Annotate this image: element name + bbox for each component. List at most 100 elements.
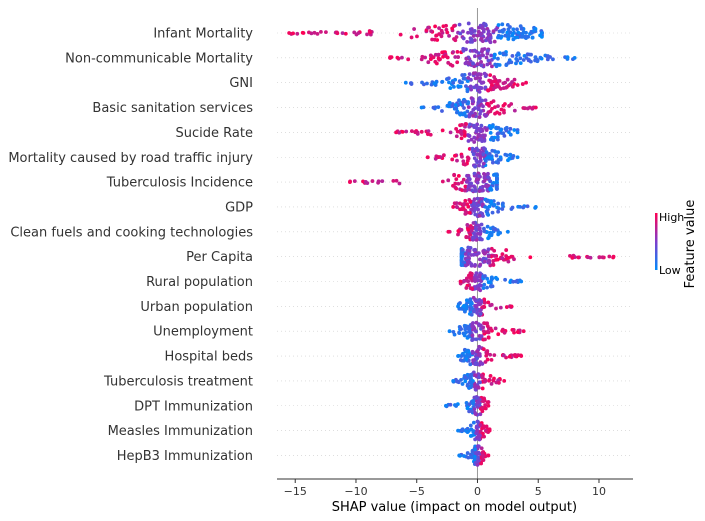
shap-dot (503, 277, 507, 282)
feature-label: Per Capita (186, 250, 253, 265)
shap-dot (493, 105, 497, 109)
shap-dot (507, 354, 512, 359)
shap-dot (319, 30, 323, 34)
shap-dot (415, 34, 419, 39)
shap-dot (488, 39, 492, 44)
feature-labels: Infant Mortality Non-communicable Mortali… (8, 27, 253, 464)
shap-dot (499, 107, 504, 112)
x-tick-label: 0 (474, 485, 481, 498)
shap-dot (489, 381, 494, 386)
shap-dot (490, 64, 494, 69)
shap-dot (488, 36, 493, 40)
shap-dot (484, 150, 489, 155)
shap-dot (479, 461, 484, 466)
shap-dot (432, 81, 437, 86)
shap-dot (534, 57, 539, 62)
shap-dot (466, 133, 470, 137)
shap-dot (490, 210, 495, 215)
shap-dot (519, 279, 524, 284)
shap-dot (500, 22, 505, 27)
shap-dot (477, 283, 482, 287)
shap-dot (455, 60, 460, 65)
shap-dot (486, 453, 491, 458)
shap-dot (468, 122, 472, 127)
shap-dot (461, 159, 466, 164)
shap-dot (607, 254, 612, 259)
shap-dot (505, 77, 510, 82)
shap-dot (459, 136, 464, 141)
shap-dot (481, 80, 486, 85)
shap-dot (471, 398, 476, 403)
shap-dot (459, 122, 464, 127)
shap-dot (473, 384, 478, 388)
shap-dot (474, 337, 479, 342)
shap-dot (458, 201, 462, 206)
shap-dot (477, 213, 482, 218)
shap-dot (443, 403, 448, 408)
shap-dot (477, 79, 482, 83)
shap-dot (474, 158, 479, 163)
shap-dot (600, 255, 605, 260)
shap-dot (485, 285, 489, 290)
shap-dot (404, 129, 409, 134)
shap-dot (463, 375, 468, 380)
shap-dot (533, 105, 538, 110)
shap-dot (481, 424, 486, 428)
shap-dot (356, 31, 361, 36)
shap-dot (460, 188, 464, 193)
shap-dot (453, 103, 458, 107)
shap-dot (488, 263, 493, 268)
colorbar-low-label: Low (659, 264, 681, 277)
shap-dot (450, 104, 455, 108)
shap-dot (457, 453, 462, 458)
shap-dot (466, 259, 471, 264)
shap-dot (473, 164, 477, 169)
shap-dot (486, 236, 490, 241)
shap-dot (460, 247, 465, 252)
shap-dot (502, 133, 507, 138)
shap-dot (456, 428, 460, 433)
x-tick-label: −10 (344, 485, 367, 498)
shap-dot (512, 77, 517, 82)
shap-dot (367, 30, 372, 35)
shap-dot (454, 35, 459, 39)
shap-dot (450, 157, 455, 162)
shap-dot (479, 334, 484, 338)
shap-dot (494, 153, 499, 158)
shap-dot (466, 255, 471, 260)
shap-dot (481, 146, 486, 151)
shap-dot (397, 181, 402, 186)
shap-dot (457, 111, 462, 116)
shap-dot (515, 83, 520, 87)
shap-dot (477, 202, 482, 207)
shap-dot (469, 380, 474, 385)
shap-dot (471, 152, 476, 157)
shap-dot (497, 85, 501, 89)
shap-dot (480, 409, 485, 414)
shap-dot (400, 55, 404, 60)
shap-dot (521, 205, 526, 210)
shap-dot (412, 27, 417, 31)
shap-dot (466, 101, 470, 106)
shap-dot (496, 380, 501, 385)
shap-dot (492, 52, 497, 57)
shap-dot (450, 63, 455, 68)
feature-label: Rural population (146, 275, 253, 290)
shap-dot (485, 357, 490, 362)
shap-dot (483, 259, 487, 264)
shap-dot (506, 60, 511, 65)
shap-dot (490, 148, 495, 153)
shap-dot (470, 99, 475, 103)
shap-dot (490, 284, 495, 289)
shap-dot (448, 86, 453, 90)
shap-dot (465, 109, 470, 114)
shap-dot (471, 113, 475, 118)
shap-dot (483, 337, 487, 342)
shap-dot (446, 178, 451, 183)
shap-dot (462, 133, 467, 138)
shap-dot (462, 201, 467, 206)
shap-dot (576, 255, 581, 260)
shap-dot (451, 205, 456, 209)
shap-dot (471, 235, 475, 240)
shap-dot (483, 251, 487, 256)
